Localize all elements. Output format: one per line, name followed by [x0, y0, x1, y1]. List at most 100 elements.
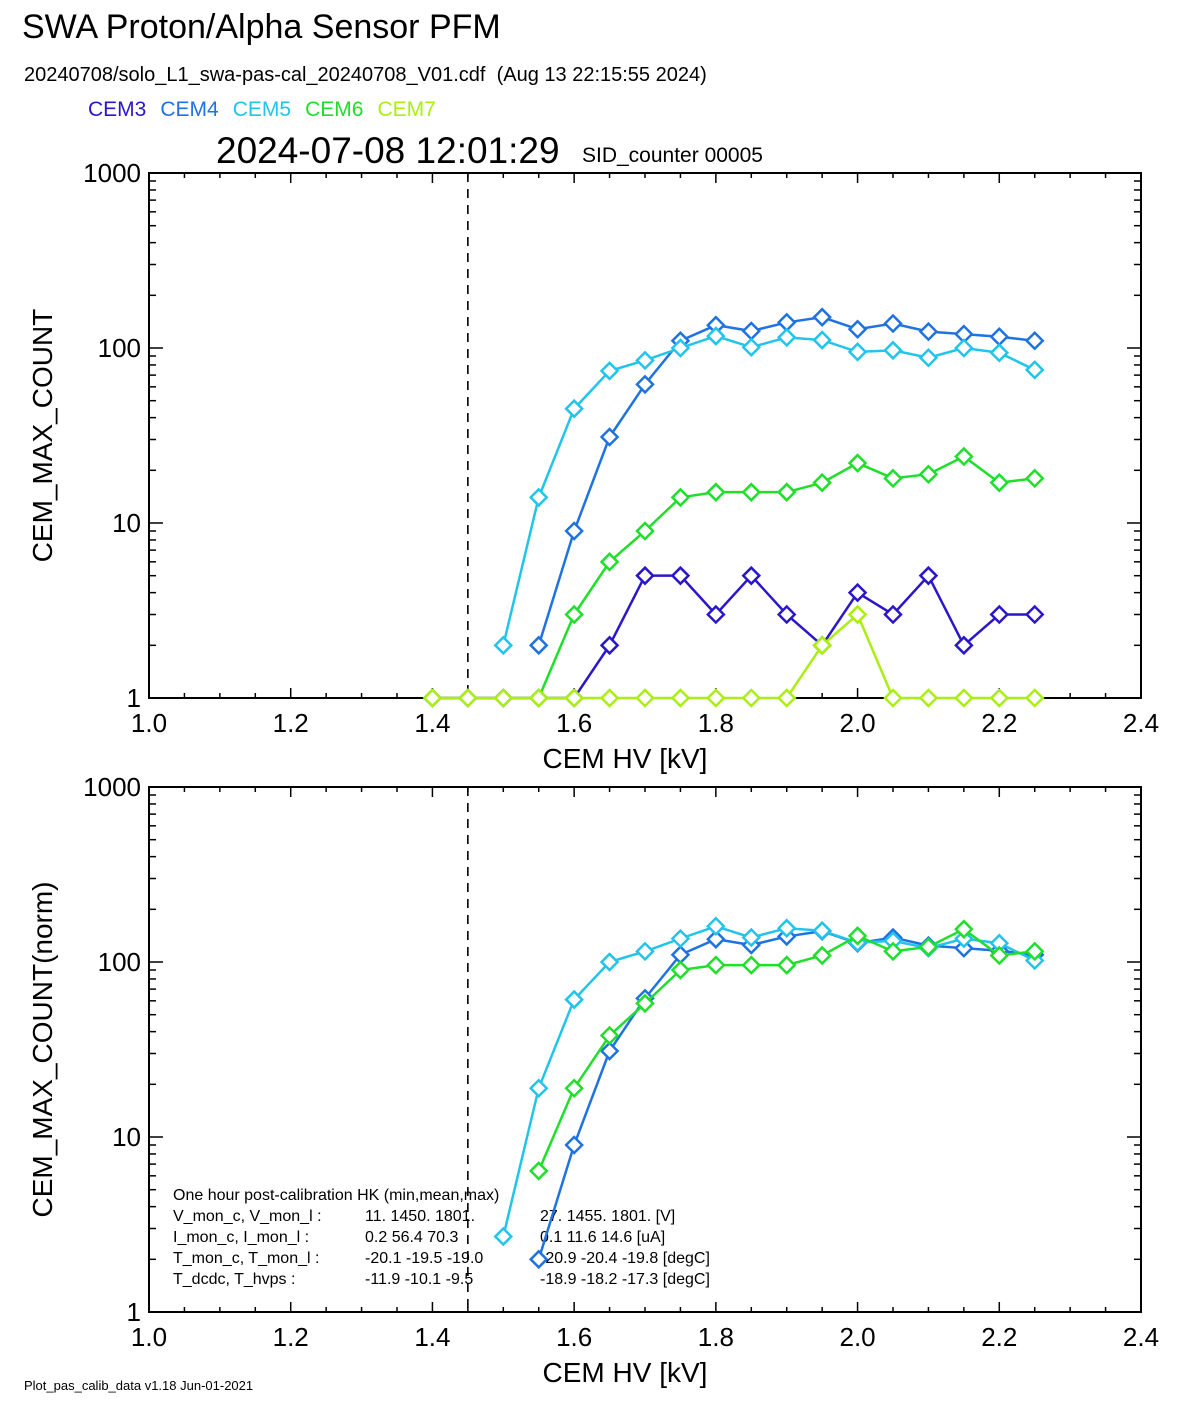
data-point-cem6 — [812, 945, 832, 966]
x-tick-label: 2.2 — [981, 1322, 1017, 1352]
data-point-cem6 — [1024, 941, 1045, 962]
x-tick-label: 1.0 — [131, 708, 167, 738]
data-point-cem6 — [883, 941, 903, 962]
data-point-cem6 — [812, 472, 832, 493]
legend-item-cem4: CEM4 — [160, 98, 219, 121]
data-point-cem5 — [954, 338, 974, 358]
hk-row-values-a: 0.2 56.4 70.3 — [365, 1229, 459, 1246]
data-point-cem5 — [741, 927, 762, 948]
data-point-cem3 — [741, 565, 762, 586]
hk-row-label: T_mon_c, T_mon_l : — [173, 1250, 319, 1267]
data-point-cem3 — [706, 604, 726, 625]
data-point-cem6 — [847, 453, 868, 473]
data-point-cem3 — [989, 604, 1010, 625]
data-point-cem7 — [954, 688, 974, 708]
hk-row-label: T_dcdc, T_hvps : — [173, 1271, 295, 1288]
data-point-cem4 — [883, 313, 903, 334]
data-point-cem6 — [564, 604, 584, 625]
data-point-cem6 — [989, 472, 1010, 493]
data-point-cem3 — [847, 582, 868, 603]
data-point-cem5 — [883, 340, 903, 361]
data-point-cem6 — [528, 1161, 549, 1181]
data-point-cem5 — [706, 916, 726, 937]
footer-version: Plot_pas_calib_data v1.18 Jun-01-2021 — [24, 1378, 254, 1393]
data-point-cem4 — [564, 1135, 584, 1155]
data-point-cem7 — [458, 688, 478, 708]
data-point-cem7 — [1024, 688, 1045, 708]
x-tick-label: 1.8 — [698, 708, 734, 738]
data-point-cem7 — [670, 688, 691, 708]
data-point-cem4 — [599, 1041, 620, 1061]
data-point-cem7 — [493, 688, 514, 708]
data-point-cem6 — [918, 937, 939, 957]
data-point-cem3 — [776, 604, 797, 625]
data-point-cem6 — [1024, 468, 1045, 489]
x-tick-label: 2.0 — [839, 1322, 875, 1352]
timestamp: 2024-07-08 12:01:29 — [216, 130, 560, 171]
data-point-cem7 — [989, 688, 1010, 708]
x-tick-label: 2.2 — [981, 708, 1017, 738]
x-axis-label: CEM HV [kV] — [543, 1357, 708, 1388]
data-point-cem3 — [883, 604, 903, 625]
data-point-cem4 — [528, 1249, 549, 1270]
data-point-cem6 — [776, 955, 797, 975]
data-point-cem5 — [635, 350, 655, 371]
data-point-cem6 — [741, 955, 762, 975]
x-tick-label: 2.4 — [1123, 1322, 1159, 1352]
y-tick-label: 1 — [127, 1297, 141, 1327]
data-point-cem5 — [599, 361, 620, 381]
data-point-cem6 — [847, 926, 868, 946]
y-tick-label: 1 — [127, 683, 141, 713]
data-point-cem3 — [635, 565, 655, 586]
data-point-cem3 — [1024, 604, 1045, 625]
data-point-cem5 — [493, 635, 514, 656]
legend-item-cem3: CEM3 — [88, 98, 147, 121]
y-tick-label: 100 — [98, 947, 141, 977]
data-point-cem6 — [918, 464, 939, 484]
x-tick-label: 1.4 — [414, 708, 450, 738]
hk-table: One hour post-calibration HK (min,mean,m… — [173, 1187, 710, 1288]
hk-row-values-a: -11.9 -10.1 -9.5 — [365, 1271, 473, 1288]
data-point-cem6 — [954, 446, 974, 467]
data-point-cem4 — [635, 374, 655, 395]
hk-title: One hour post-calibration HK (min,mean,m… — [173, 1187, 499, 1204]
data-point-cem6 — [635, 521, 655, 541]
y-tick-label: 100 — [98, 333, 141, 363]
series-line-cem5 — [502, 334, 1036, 646]
data-point-cem5 — [918, 347, 939, 368]
data-point-cem6 — [741, 482, 762, 502]
x-tick-label: 1.2 — [273, 708, 309, 738]
data-point-cem6 — [635, 993, 655, 1014]
data-point-cem5 — [989, 342, 1010, 363]
data-point-cem4 — [1024, 330, 1045, 351]
data-point-cem4 — [918, 321, 939, 342]
data-point-cem5 — [528, 1078, 549, 1098]
y-tick-label: 10 — [112, 1122, 141, 1152]
data-point-cem6 — [883, 468, 903, 489]
x-tick-label: 1.2 — [273, 1322, 309, 1352]
x-tick-label: 2.4 — [1123, 708, 1159, 738]
data-point-cem5 — [847, 342, 868, 362]
hk-row-values-a: 11. 1450. 1801. — [365, 1208, 475, 1225]
data-point-cem4 — [812, 307, 832, 327]
y-tick-label: 10 — [112, 508, 141, 538]
data-point-cem7 — [564, 688, 584, 708]
data-point-cem5 — [812, 920, 832, 941]
data-point-cem5 — [564, 989, 584, 1010]
hk-row-label: V_mon_c, V_mon_l : — [173, 1208, 322, 1225]
data-point-cem4 — [847, 319, 868, 340]
data-point-cem3 — [599, 635, 620, 656]
hk-row-values-b: -20.9 -20.4 -19.8 [degC] — [540, 1250, 710, 1267]
data-point-cem7 — [741, 688, 762, 708]
data-point-cem7 — [847, 604, 868, 625]
series-line-cem5 — [502, 924, 1036, 1237]
hk-row-label: I_mon_c, I_mon_l : — [173, 1229, 309, 1246]
data-point-cem6 — [989, 945, 1010, 966]
data-point-cem5 — [564, 398, 584, 419]
page-title: SWA Proton/Alpha Sensor PFM — [22, 8, 501, 46]
x-tick-label: 1.8 — [698, 1322, 734, 1352]
legend-item-cem5: CEM5 — [232, 98, 292, 121]
data-point-cem7 — [635, 688, 655, 708]
x-tick-label: 2.0 — [839, 708, 875, 738]
